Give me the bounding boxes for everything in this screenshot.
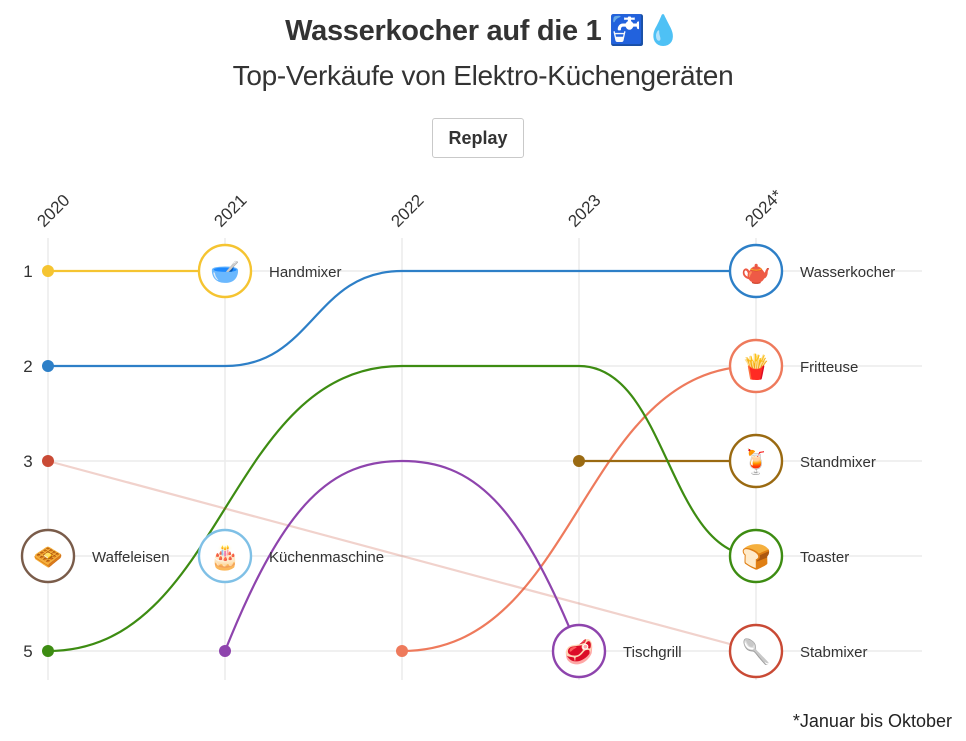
chart-title: Wasserkocher auf die 1 🚰💧: [285, 15, 681, 47]
icon-badge: [728, 623, 784, 679]
series-points: [42, 265, 585, 657]
y-tick-label: 1: [23, 262, 32, 281]
line-fritteuse: [401, 364, 757, 653]
footnote: *Januar bis Oktober: [792, 711, 952, 731]
waffle-iron-icon-glyph: 🧇: [33, 544, 63, 571]
start-point: [42, 360, 54, 372]
icon-badge: [551, 623, 607, 679]
stand-mixer-icon: 🎂: [197, 528, 253, 584]
x-tick-label: 2022: [387, 191, 427, 231]
toaster-icon: 🍞: [728, 528, 784, 584]
table-grill-icon: 🥩: [551, 623, 607, 679]
start-point: [219, 645, 231, 657]
start-point: [42, 265, 54, 277]
waffle-iron-icon: 🧇: [20, 528, 76, 584]
series-label: Wasserkocher: [800, 264, 895, 281]
y-tick-label: 3: [23, 452, 32, 471]
line-wasserkocher: [48, 269, 756, 368]
series-label: Standmixer: [800, 454, 876, 471]
icon-badge: [728, 243, 784, 299]
line-stabmixer: [47, 459, 757, 653]
series-icons: 🥣 🫖 🍟 🍹 🍞 🥄 🥩 🧇 🎂: [20, 243, 784, 679]
immersion-blender-icon: 🥄: [728, 623, 784, 679]
replay-button[interactable]: Replay: [432, 118, 524, 158]
hand-mixer-icon-glyph: 🥣: [210, 259, 240, 286]
line-toaster: [47, 364, 757, 653]
start-point: [42, 645, 54, 657]
kettle-icon-glyph: 🫖: [741, 259, 771, 286]
series-label: Fritteuse: [800, 359, 858, 376]
air-fryer-icon: 🍟: [728, 338, 784, 394]
series-label: Küchenmaschine: [269, 549, 384, 566]
x-tick-label: 2021: [210, 191, 250, 231]
stand-mixer-icon-glyph: 🎂: [210, 542, 240, 571]
blender-icon-glyph: 🍹: [741, 447, 771, 476]
start-point: [573, 455, 585, 467]
immersion-blender-icon-glyph: 🥄: [741, 636, 771, 666]
icon-badge: [197, 528, 253, 584]
series-lines: [47, 269, 757, 653]
start-point: [396, 645, 408, 657]
x-tick-label: 2024*: [741, 186, 786, 231]
x-tick-label: 2023: [564, 191, 604, 231]
icon-badge: [728, 528, 784, 584]
hand-mixer-icon: 🥣: [197, 243, 253, 299]
series-label: Toaster: [800, 549, 849, 566]
toaster-icon-glyph: 🍞: [741, 543, 771, 571]
table-grill-icon-glyph: 🥩: [564, 638, 594, 666]
line-tischgrill: [223, 459, 581, 652]
icon-badge: [20, 528, 76, 584]
icon-badge: [728, 433, 784, 489]
series-label: Handmixer: [269, 264, 342, 281]
grid: [47, 238, 922, 680]
icon-badge: [197, 243, 253, 299]
series-label: Tischgrill: [623, 644, 682, 661]
blender-icon: 🍹: [728, 433, 784, 489]
air-fryer-icon-glyph: 🍟: [741, 353, 771, 381]
x-tick-label: 2020: [33, 191, 73, 231]
y-tick-label: 2: [23, 357, 32, 376]
series-label: Stabmixer: [800, 644, 868, 661]
start-point: [42, 455, 54, 467]
chart-subtitle: Top-Verkäufe von Elektro-Küchengeräten: [232, 60, 734, 91]
y-tick-label: 5: [23, 642, 32, 661]
icon-badge: [728, 338, 784, 394]
kettle-icon: 🫖: [728, 243, 784, 299]
series-label: Waffeleisen: [92, 549, 170, 566]
